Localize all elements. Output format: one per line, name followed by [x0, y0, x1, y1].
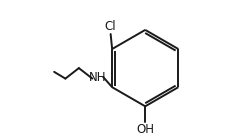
Text: OH: OH — [136, 123, 154, 136]
Text: Cl: Cl — [104, 20, 116, 33]
Text: NH: NH — [89, 71, 107, 84]
